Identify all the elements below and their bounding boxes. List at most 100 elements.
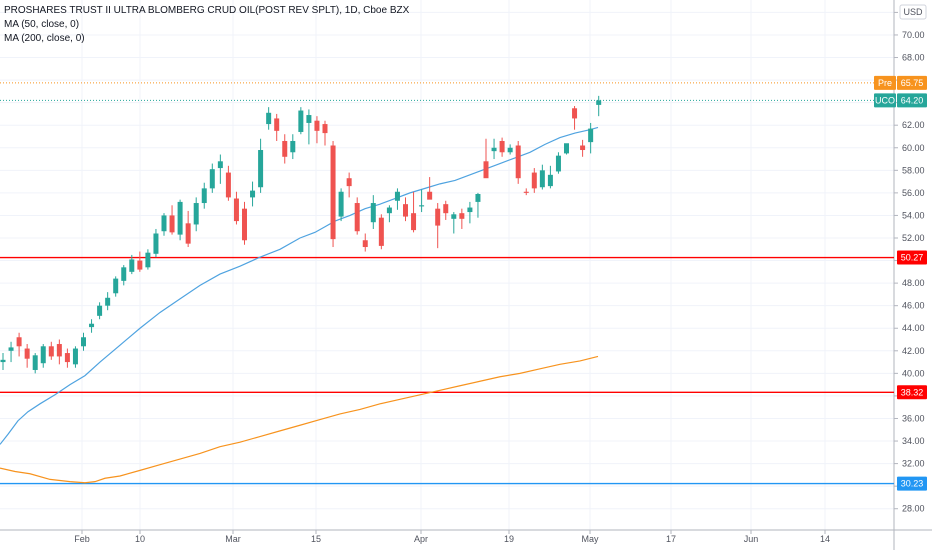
candle[interactable]	[394, 188, 400, 210]
candle[interactable]	[250, 181, 256, 207]
candle[interactable]	[24, 344, 30, 368]
candle[interactable]	[580, 139, 586, 157]
candle[interactable]	[547, 165, 553, 189]
candle[interactable]	[137, 251, 143, 272]
candle[interactable]	[338, 188, 344, 222]
candle[interactable]	[209, 163, 215, 193]
candle[interactable]	[177, 199, 183, 241]
candle[interactable]	[588, 122, 594, 154]
candle[interactable]	[217, 154, 223, 184]
candle-body	[451, 214, 457, 219]
candle-body	[266, 112, 272, 125]
horizontal-level-tag[interactable]: 38.32	[897, 385, 927, 400]
candle[interactable]	[72, 346, 78, 368]
candle[interactable]	[572, 106, 578, 130]
candle[interactable]	[346, 172, 352, 198]
candle[interactable]	[0, 353, 6, 370]
candle[interactable]	[467, 201, 473, 224]
candle[interactable]	[97, 302, 103, 320]
candle[interactable]	[161, 213, 167, 236]
legend-ma200[interactable]: MA (200, close, 0)	[4, 33, 85, 44]
candle[interactable]	[105, 292, 111, 311]
candle[interactable]	[362, 233, 368, 252]
horizontal-level-tag[interactable]: 50.27	[897, 250, 927, 265]
candle[interactable]	[483, 138, 489, 179]
candle-body	[32, 355, 38, 370]
price-marker-tag[interactable]: UCO 64.20	[874, 93, 927, 108]
candle[interactable]	[555, 152, 561, 174]
candle[interactable]	[491, 138, 497, 160]
candle[interactable]	[475, 192, 481, 218]
candle[interactable]	[201, 182, 207, 209]
candle[interactable]	[258, 138, 264, 193]
candle[interactable]	[539, 164, 545, 190]
candle[interactable]	[411, 191, 417, 233]
candle[interactable]	[459, 208, 465, 229]
candle[interactable]	[16, 332, 22, 357]
y-tick-label: 54.00	[902, 210, 925, 220]
candle[interactable]	[354, 197, 360, 235]
candle[interactable]	[169, 205, 175, 235]
chart-legend: PROSHARES TRUST II ULTRA BLOMBERG CRUD O…	[4, 4, 409, 46]
candle[interactable]	[113, 276, 119, 297]
candle[interactable]	[290, 134, 296, 160]
candle[interactable]	[451, 212, 457, 234]
candle[interactable]	[435, 203, 441, 249]
candle[interactable]	[40, 344, 46, 368]
candle-body	[459, 213, 465, 219]
candle[interactable]	[564, 143, 569, 155]
horizontal-level-tag[interactable]: 30.23	[897, 476, 927, 491]
candle[interactable]	[386, 205, 392, 223]
candle[interactable]	[515, 140, 521, 184]
candle[interactable]	[64, 348, 70, 368]
candle[interactable]	[266, 107, 272, 130]
candle[interactable]	[8, 341, 14, 363]
candle[interactable]	[48, 341, 54, 360]
candle[interactable]	[499, 137, 505, 157]
candle-body	[129, 259, 135, 272]
legend-title: PROSHARES TRUST II ULTRA BLOMBERG CRUD O…	[4, 5, 410, 16]
price-marker-tag[interactable]: Pre 65.75	[874, 75, 927, 90]
candle-body	[145, 252, 151, 268]
currency-selector[interactable]: USD	[899, 4, 927, 20]
candle[interactable]	[298, 107, 304, 135]
candle[interactable]	[427, 177, 433, 200]
candle-body	[596, 100, 602, 105]
candle[interactable]	[185, 210, 191, 248]
candle[interactable]	[507, 144, 513, 155]
candle[interactable]	[274, 113, 280, 141]
candle[interactable]	[242, 201, 247, 245]
legend-ma50[interactable]: MA (50, close, 0)	[4, 19, 80, 30]
candle-body	[411, 213, 417, 231]
candle[interactable]	[81, 332, 86, 351]
candle[interactable]	[89, 319, 95, 333]
candle[interactable]	[403, 197, 408, 222]
candle[interactable]	[322, 120, 328, 146]
ma200-line[interactable]	[0, 355, 599, 484]
candle[interactable]	[419, 189, 425, 213]
candle[interactable]	[193, 197, 199, 232]
candle[interactable]	[121, 265, 127, 286]
ma50-line[interactable]	[0, 126, 599, 445]
y-tick-label: 56.00	[902, 188, 925, 198]
candle[interactable]	[129, 254, 135, 275]
candle[interactable]	[523, 188, 529, 196]
candle[interactable]	[32, 353, 38, 374]
candle-body	[113, 278, 119, 294]
candle[interactable]	[330, 140, 336, 248]
candle[interactable]	[233, 191, 239, 225]
candle[interactable]	[282, 134, 288, 164]
candle[interactable]	[531, 168, 537, 193]
candle[interactable]	[370, 195, 376, 229]
candle[interactable]	[145, 249, 151, 270]
candle[interactable]	[306, 109, 312, 145]
candle[interactable]	[596, 95, 602, 117]
candle[interactable]	[378, 214, 384, 250]
candle[interactable]	[314, 116, 320, 144]
candle[interactable]	[443, 200, 449, 220]
candle[interactable]	[56, 339, 62, 365]
candle-body	[209, 169, 215, 189]
candle[interactable]	[153, 228, 159, 258]
candle[interactable]	[225, 165, 231, 201]
